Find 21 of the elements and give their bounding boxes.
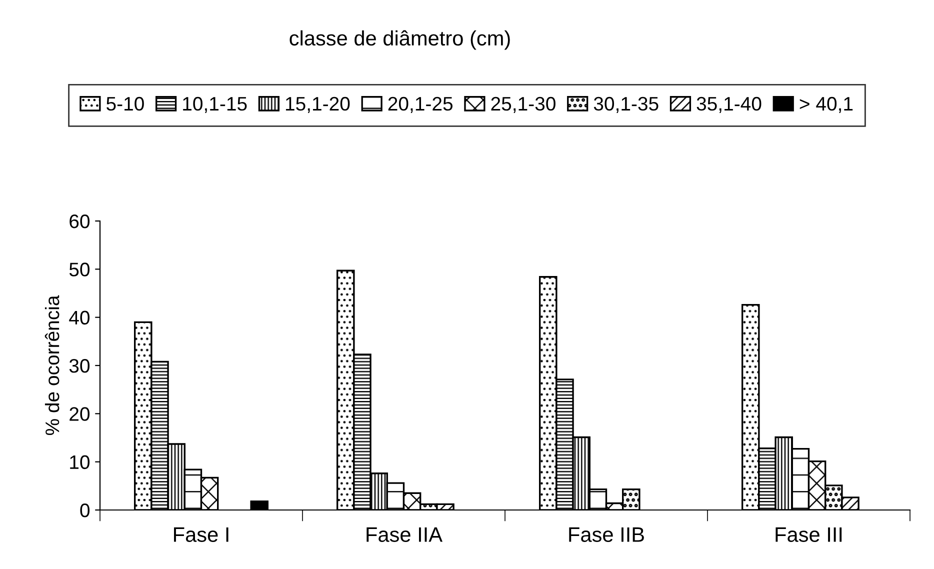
x-tick-label: Fase III: [776, 527, 842, 542]
y-tick-label: 50: [69, 262, 90, 276]
x-tick-label: Fase I: [174, 527, 228, 542]
legend-label: 35,1-40: [696, 96, 762, 113]
legend-label: 15,1-20: [286, 96, 350, 113]
x-tick-label: Fase IIB: [569, 527, 644, 542]
y-tick-label: 20: [70, 407, 90, 421]
x-tick-label: Fase IIA: [366, 527, 442, 542]
legend-label: > 40,1: [800, 96, 853, 113]
legend-title: classe de diâmetro (cm): [290, 30, 510, 50]
y-tick-label: 40: [69, 310, 90, 325]
y-tick-label: 10: [70, 455, 90, 470]
legend-label: 10,1-15: [183, 96, 247, 113]
y-tick-label: 30: [69, 358, 90, 373]
y-tick-label: 60: [70, 214, 90, 228]
legend-label: 25,1-30: [491, 96, 556, 113]
legend-label: 5-10: [106, 96, 144, 111]
legend-label: 30,1-35: [594, 96, 658, 113]
y-axis-title: % de ocorrência: [44, 295, 60, 436]
y-tick-label: 0: [80, 503, 90, 518]
legend-label: 20,1-25: [388, 96, 453, 113]
